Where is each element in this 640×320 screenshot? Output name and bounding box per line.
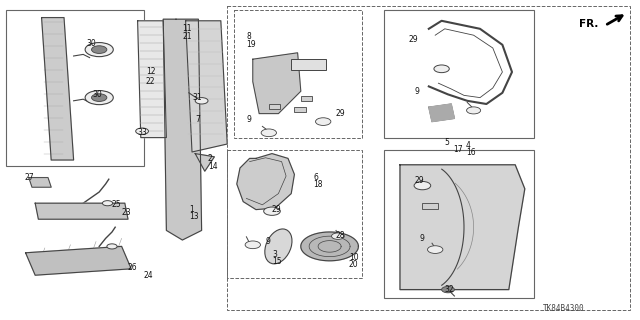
Circle shape bbox=[107, 244, 117, 249]
Text: FR.: FR. bbox=[579, 19, 598, 29]
Bar bbox=[384, 10, 534, 138]
Text: 17: 17 bbox=[453, 145, 463, 154]
Polygon shape bbox=[138, 21, 166, 138]
Text: 11: 11 bbox=[182, 24, 192, 33]
Circle shape bbox=[316, 118, 331, 125]
Text: 9: 9 bbox=[246, 116, 252, 124]
Polygon shape bbox=[35, 203, 128, 219]
Circle shape bbox=[467, 107, 481, 114]
Text: 30: 30 bbox=[93, 90, 102, 99]
Polygon shape bbox=[237, 154, 294, 210]
Polygon shape bbox=[253, 53, 301, 114]
Circle shape bbox=[264, 207, 280, 215]
Text: 4: 4 bbox=[466, 141, 471, 150]
Circle shape bbox=[102, 201, 113, 206]
Circle shape bbox=[195, 98, 208, 104]
Text: 32: 32 bbox=[445, 285, 454, 294]
Text: 9: 9 bbox=[415, 87, 420, 96]
Text: 14: 14 bbox=[208, 162, 218, 171]
Bar bbox=[227, 6, 630, 310]
Circle shape bbox=[85, 43, 113, 57]
Text: 29: 29 bbox=[408, 36, 418, 44]
Circle shape bbox=[332, 233, 344, 239]
Text: 9: 9 bbox=[266, 237, 271, 246]
Text: 31: 31 bbox=[192, 93, 202, 102]
Text: 7: 7 bbox=[195, 116, 200, 124]
Text: 27: 27 bbox=[24, 173, 34, 182]
Polygon shape bbox=[29, 178, 51, 187]
Text: TK84B4300: TK84B4300 bbox=[542, 304, 584, 313]
Text: 29: 29 bbox=[336, 109, 346, 118]
Bar bbox=[269, 104, 280, 109]
Bar bbox=[234, 10, 362, 138]
Bar bbox=[422, 203, 438, 209]
Text: 33: 33 bbox=[138, 128, 147, 137]
Bar bbox=[294, 107, 306, 112]
Text: 28: 28 bbox=[336, 231, 346, 240]
Bar bbox=[291, 59, 326, 70]
Text: 6: 6 bbox=[314, 173, 319, 182]
Circle shape bbox=[92, 46, 107, 53]
Bar bbox=[6, 10, 144, 166]
Text: 15: 15 bbox=[272, 257, 282, 266]
Polygon shape bbox=[429, 104, 454, 122]
Bar bbox=[301, 96, 312, 101]
Text: 16: 16 bbox=[466, 148, 476, 157]
Polygon shape bbox=[26, 246, 131, 275]
Text: 8: 8 bbox=[246, 32, 251, 41]
Circle shape bbox=[434, 65, 449, 73]
Text: 13: 13 bbox=[189, 212, 198, 221]
Text: 12: 12 bbox=[146, 68, 156, 76]
Text: 5: 5 bbox=[445, 138, 450, 147]
Text: 18: 18 bbox=[314, 180, 323, 189]
Text: 23: 23 bbox=[122, 208, 131, 217]
Polygon shape bbox=[195, 154, 214, 171]
Bar bbox=[227, 150, 362, 278]
Circle shape bbox=[85, 91, 113, 105]
Text: 22: 22 bbox=[146, 77, 156, 86]
Text: 29: 29 bbox=[272, 205, 282, 214]
Text: 2: 2 bbox=[208, 154, 212, 163]
Text: 1: 1 bbox=[189, 205, 193, 214]
Text: 19: 19 bbox=[246, 40, 256, 49]
Circle shape bbox=[92, 94, 107, 101]
Ellipse shape bbox=[265, 229, 292, 264]
Circle shape bbox=[136, 128, 148, 134]
Circle shape bbox=[442, 286, 454, 293]
Polygon shape bbox=[186, 21, 227, 152]
Text: 21: 21 bbox=[182, 32, 192, 41]
Circle shape bbox=[245, 241, 260, 249]
Text: 25: 25 bbox=[112, 200, 122, 209]
Text: 29: 29 bbox=[415, 176, 424, 185]
Polygon shape bbox=[163, 19, 202, 240]
Circle shape bbox=[261, 129, 276, 137]
Text: 3: 3 bbox=[272, 250, 277, 259]
Text: 26: 26 bbox=[128, 263, 138, 272]
Bar bbox=[384, 150, 534, 298]
Circle shape bbox=[414, 181, 431, 190]
Polygon shape bbox=[400, 165, 525, 290]
Text: 10: 10 bbox=[349, 253, 358, 262]
Text: 30: 30 bbox=[86, 39, 96, 48]
Text: 9: 9 bbox=[419, 234, 424, 243]
Text: 24: 24 bbox=[144, 271, 154, 280]
Text: 20: 20 bbox=[349, 260, 358, 269]
Circle shape bbox=[428, 246, 443, 253]
Polygon shape bbox=[301, 232, 358, 261]
Polygon shape bbox=[42, 18, 74, 160]
